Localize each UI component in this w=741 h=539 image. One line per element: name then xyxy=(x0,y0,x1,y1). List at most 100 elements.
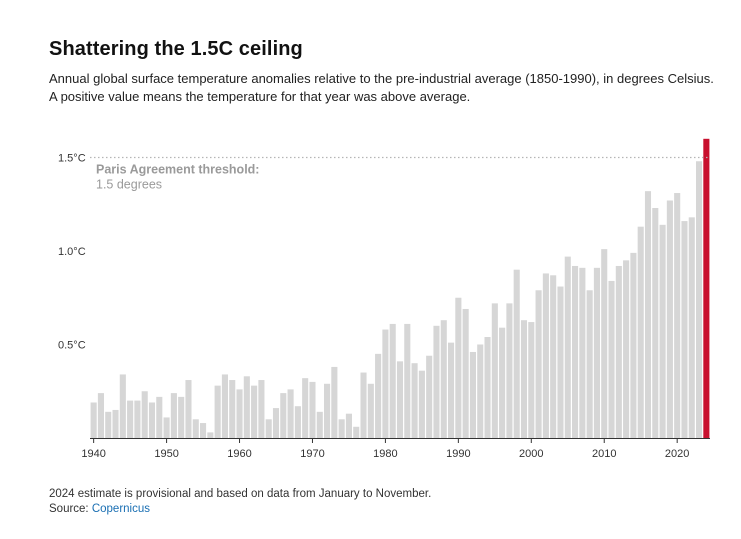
source-line: Source: Copernicus xyxy=(49,502,431,517)
bar xyxy=(696,161,703,439)
x-tick-label: 1990 xyxy=(446,448,470,460)
bar xyxy=(345,413,352,438)
chart-subtitle: Annual global surface temperature anomal… xyxy=(49,71,714,104)
bar xyxy=(469,351,476,438)
bar xyxy=(97,393,104,438)
bar xyxy=(280,393,287,438)
bar xyxy=(178,396,185,438)
bar xyxy=(207,432,214,438)
x-tick-label: 1940 xyxy=(81,448,105,460)
bar xyxy=(520,320,528,438)
bar xyxy=(265,419,272,438)
bar xyxy=(455,297,462,438)
bar xyxy=(433,325,440,438)
bar xyxy=(462,308,469,438)
bar xyxy=(389,323,396,438)
bar xyxy=(243,376,250,438)
bar xyxy=(156,396,163,438)
x-tick-label: 1950 xyxy=(154,448,178,460)
bar xyxy=(499,327,506,438)
bar xyxy=(127,400,134,438)
bar xyxy=(229,380,236,438)
bar xyxy=(105,411,112,438)
y-tick-label: 1.5°C xyxy=(58,153,86,165)
bar xyxy=(440,320,447,438)
bar xyxy=(652,207,659,438)
source-label: Source: xyxy=(49,503,92,515)
bar xyxy=(491,303,498,438)
bar xyxy=(170,393,177,438)
x-tick-label: 2020 xyxy=(665,448,689,460)
bar xyxy=(601,249,608,438)
bar xyxy=(200,423,207,438)
bar xyxy=(666,200,673,438)
bar xyxy=(192,419,199,438)
bar xyxy=(185,380,192,438)
bars-group xyxy=(90,138,710,439)
x-axis-ticks: 1940 1950 1960 1970 1980 1990 2000 2010 2020 xyxy=(81,439,689,460)
x-tick-label: 1980 xyxy=(373,448,397,460)
bar xyxy=(134,400,141,438)
bar xyxy=(448,342,455,438)
bar xyxy=(90,402,97,438)
bar xyxy=(623,260,630,438)
bar xyxy=(294,406,301,438)
bar xyxy=(324,383,331,438)
bar xyxy=(542,273,549,438)
bar xyxy=(484,337,491,438)
bar xyxy=(411,363,418,438)
threshold-annotation-value: 1.5 degrees xyxy=(96,178,162,192)
bar xyxy=(396,361,404,438)
bar xyxy=(477,344,484,438)
bar xyxy=(338,419,345,438)
bar xyxy=(550,275,557,438)
bar xyxy=(659,224,666,438)
bar xyxy=(302,378,309,438)
bar-highlight xyxy=(703,138,710,439)
bar xyxy=(630,252,637,438)
x-tick-label: 2010 xyxy=(592,448,616,460)
bar xyxy=(214,385,221,438)
bar xyxy=(579,267,586,438)
bar xyxy=(251,385,258,438)
chart-title: Shattering the 1.5C ceiling xyxy=(49,38,303,60)
bar xyxy=(367,383,374,438)
bar xyxy=(637,226,644,438)
bar xyxy=(513,269,520,438)
bar xyxy=(615,265,622,438)
bar xyxy=(163,417,170,438)
bar xyxy=(557,286,564,438)
source-link[interactable]: Copernicus xyxy=(91,503,150,515)
bar xyxy=(586,290,593,438)
bar xyxy=(375,353,382,438)
bar xyxy=(644,191,652,438)
bar xyxy=(112,409,119,438)
y-axis-ticks: 0.5°C 1.0°C 1.5°C xyxy=(58,153,86,352)
threshold-annotation-title: Paris Agreement threshold: xyxy=(96,163,259,177)
bar xyxy=(564,256,571,438)
bar xyxy=(426,355,433,438)
chart-footer: 2024 estimate is provisional and based o… xyxy=(49,487,431,517)
bar xyxy=(681,221,688,438)
x-tick-label: 1970 xyxy=(300,448,324,460)
bar xyxy=(608,280,615,438)
bar xyxy=(287,389,294,438)
footnote: 2024 estimate is provisional and based o… xyxy=(49,488,432,500)
bar xyxy=(572,265,579,438)
bar xyxy=(148,402,156,438)
bar xyxy=(528,322,535,438)
y-tick-label: 1.0°C xyxy=(58,246,86,258)
bar xyxy=(404,323,411,438)
bar xyxy=(382,329,389,438)
bar xyxy=(119,374,126,438)
bar xyxy=(418,370,425,438)
bar xyxy=(593,267,600,438)
x-tick-label: 2000 xyxy=(519,448,543,460)
bar xyxy=(360,372,367,438)
bar xyxy=(506,303,513,438)
x-tick-label: 1960 xyxy=(227,448,251,460)
bar xyxy=(141,391,148,438)
bar xyxy=(353,426,360,438)
bar xyxy=(272,408,280,438)
